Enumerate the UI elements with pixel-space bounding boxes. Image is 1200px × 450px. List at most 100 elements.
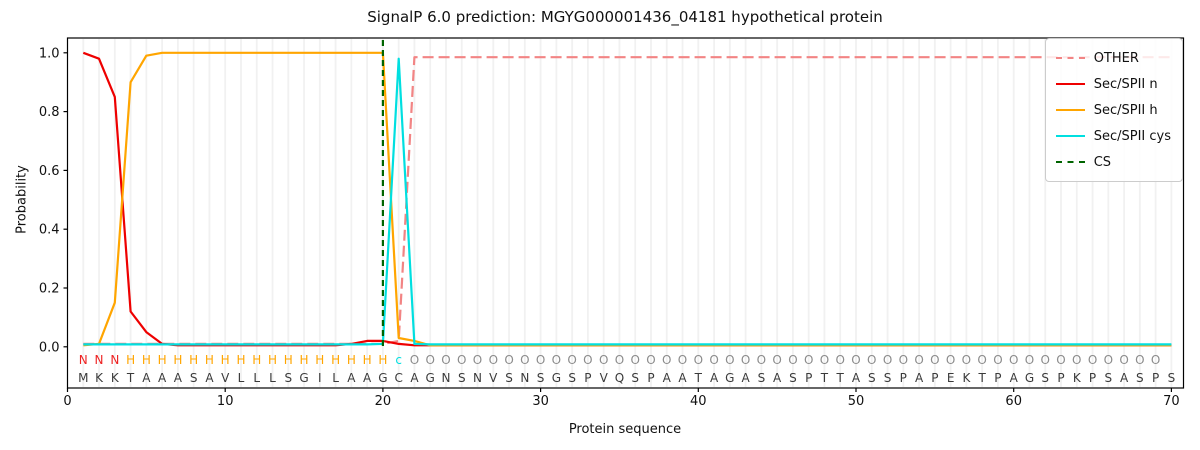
axes-frame [66, 37, 1185, 389]
annotation-letter: N [110, 353, 119, 367]
sequence-letter: A [663, 371, 672, 385]
sequence-letter: A [852, 371, 861, 385]
sequence-letter: P [805, 371, 812, 385]
sequence-letter: T [694, 371, 703, 385]
annotation-letter: O [1088, 353, 1097, 367]
annotation-letter: O [1056, 353, 1065, 367]
annotation-letter: O [725, 353, 734, 367]
x-tick-label: 70 [1163, 394, 1180, 409]
annotation-letter: O [1135, 353, 1144, 367]
annotation-letter: O [914, 353, 923, 367]
x-tick-label: 0 [63, 394, 71, 409]
annotation-letter: O [662, 353, 671, 367]
annotation-letter: O [1025, 353, 1034, 367]
annotation-letter: O [410, 353, 419, 367]
sequence-letter: S [631, 371, 639, 385]
chart-title: SignalP 6.0 prediction: MGYG000001436_04… [367, 8, 883, 26]
annotation-letter: O [678, 353, 687, 367]
annotation-letter: H [268, 353, 277, 367]
annotation-letter: O [1072, 353, 1081, 367]
sequence-letter: A [347, 371, 356, 385]
annotation-letter: O [1104, 353, 1113, 367]
annotation-letter: H [363, 353, 372, 367]
annotation-letter: O [993, 353, 1002, 367]
sequence-letter: L [269, 371, 276, 385]
annotation-letter: H [142, 353, 151, 367]
sequence-letter: I [318, 371, 322, 385]
sequence-letter: P [994, 371, 1001, 385]
sequence-letter: A [710, 371, 719, 385]
annotation-letter: N [95, 353, 104, 367]
sequence-letter: S [789, 371, 797, 385]
sequence-letter: S [758, 371, 766, 385]
legend-line-sec-spii-n [1055, 83, 1085, 85]
annotation-letter: H [221, 353, 230, 367]
sequence-letter: L [238, 371, 245, 385]
annotation-letter: O [504, 353, 513, 367]
sequence-letter: A [773, 371, 782, 385]
annotation-letter: O [883, 353, 892, 367]
sequence-letter: A [410, 371, 419, 385]
sequence-letter: G [426, 371, 435, 385]
annotation-letter: O [820, 353, 829, 367]
sequence-letter: A [142, 371, 151, 385]
sequence-letter: P [584, 371, 591, 385]
annotation-letter: H [347, 353, 356, 367]
sequence-letter: A [742, 371, 751, 385]
annotation-letter: O [646, 353, 655, 367]
x-tick-label: 60 [1005, 394, 1022, 409]
annotation-letter: O [489, 353, 498, 367]
annotation-letter: O [757, 353, 766, 367]
y-tick-label: 0.4 [39, 223, 60, 238]
annotation-letter: O [836, 353, 845, 367]
y-tick-label: 0.0 [39, 340, 60, 355]
legend-line-other [1055, 57, 1085, 59]
annotation-letter: N [79, 353, 88, 367]
annotation-letter: H [126, 353, 135, 367]
sequence-letter: N [520, 371, 529, 385]
annotation-letter: H [236, 353, 245, 367]
sequence-letter: P [900, 371, 907, 385]
sequence-letter: S [505, 371, 513, 385]
sequence-letter: S [458, 371, 466, 385]
annotation-letter: O [709, 353, 718, 367]
annotation-letter: H [315, 353, 324, 367]
sequence-letter: K [1073, 371, 1082, 385]
sequence-letter: S [884, 371, 892, 385]
annotation-letter: O [473, 353, 482, 367]
sequence-letter: A [678, 371, 687, 385]
annotation-letter: O [552, 353, 561, 367]
annotation-letter: H [300, 353, 309, 367]
annotation-letter: O [536, 353, 545, 367]
legend-label-other: OTHER [1093, 50, 1139, 66]
annotation-letter: O [1009, 353, 1018, 367]
annotation-letter: O [567, 353, 576, 367]
annotation-letter: O [1151, 353, 1160, 367]
annotation-letter: O [867, 353, 876, 367]
annotation-letter: H [189, 353, 198, 367]
sequence-letter: C [394, 371, 402, 385]
annotation-letter: H [205, 353, 214, 367]
sequence-letter: N [441, 371, 450, 385]
sequence-letter: G [725, 371, 734, 385]
annotation-letter: O [930, 353, 939, 367]
sequence-letter: T [820, 371, 829, 385]
sequence-letter: K [962, 371, 971, 385]
sequence-letter: L [253, 371, 260, 385]
sequence-letter: S [1041, 371, 1049, 385]
sequence-letter: G [1025, 371, 1034, 385]
annotation-letter: O [741, 353, 750, 367]
x-axis-label: Protein sequence [568, 422, 682, 437]
legend-item-cs: CS [1055, 149, 1171, 175]
legend-label-sec-spii-h: Sec/SPII h [1093, 102, 1158, 118]
sequence-letter: A [174, 371, 183, 385]
sequence-letter: S [568, 371, 576, 385]
y-tick-label: 0.6 [39, 164, 60, 179]
sequence-letter: S [868, 371, 876, 385]
sequence-letter: L [332, 371, 339, 385]
annotation-letter: O [946, 353, 955, 367]
y-tick-label: 0.8 [39, 105, 60, 120]
sequence-letter: G [299, 371, 308, 385]
annotation-letter: H [252, 353, 261, 367]
